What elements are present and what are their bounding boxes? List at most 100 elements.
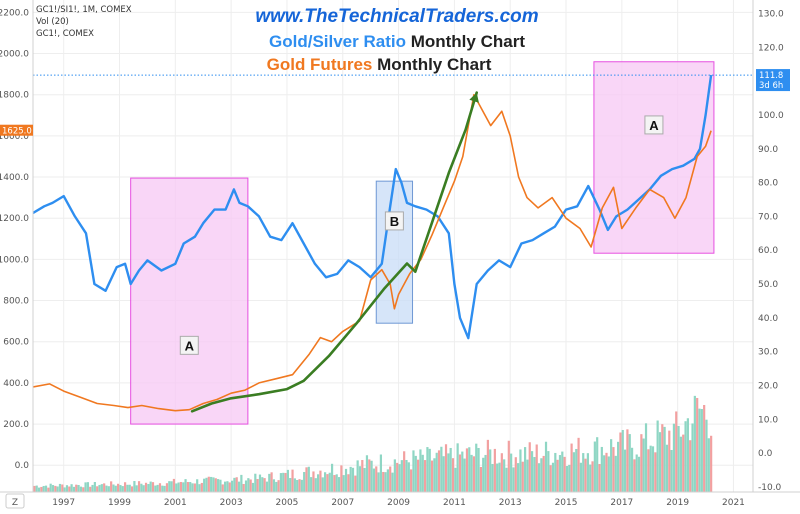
volume-bar (363, 467, 366, 492)
volume-bar (172, 478, 176, 492)
volume-bar (249, 479, 252, 492)
volume-bar (163, 485, 166, 492)
volume-bar (393, 459, 396, 492)
volume-bar (412, 450, 415, 492)
ratio-price-value: 111.8 (759, 71, 783, 81)
volume-bar (528, 442, 531, 492)
ratio-countdown: 3d 6h (759, 81, 783, 91)
box-label-bg (384, 211, 404, 231)
volume-bar (654, 452, 657, 492)
volume-bar (307, 466, 310, 492)
x-tick-label: 2007 (331, 498, 354, 508)
corner-button[interactable] (5, 493, 25, 509)
volume-bar (237, 481, 241, 492)
title-1-rest: Monthly Chart (406, 32, 525, 51)
right-tick-label: 80.0 (758, 179, 778, 189)
volume-bar (158, 483, 162, 492)
title-line-1: Gold/Silver Ratio Monthly Chart (269, 32, 525, 51)
volume-bar (533, 457, 536, 492)
volume-bar (165, 483, 169, 492)
volume-bar (337, 477, 341, 492)
volume-bar (575, 448, 578, 492)
box-label: A (649, 118, 659, 133)
volume-bar (177, 482, 180, 492)
volume-bar (58, 483, 62, 492)
volume-bar (686, 418, 689, 492)
volume-bar (426, 447, 429, 492)
volume-bar (684, 421, 687, 492)
volume-bar (698, 408, 701, 492)
volume-bar (377, 472, 380, 492)
volume-bar (110, 481, 113, 492)
volume-bar (205, 477, 208, 492)
volume-bars (33, 395, 713, 492)
volume-bar (507, 440, 510, 492)
volume-bar (351, 467, 355, 492)
x-tick-label: 1999 (108, 498, 131, 508)
left-tick-label: 1800.0 (0, 91, 29, 101)
volume-bar (398, 464, 401, 492)
volume-bar (423, 460, 427, 492)
volume-bar (347, 474, 350, 492)
volume-bar (589, 464, 592, 492)
x-tick-label: 2019 (666, 498, 689, 508)
volume-bar (254, 473, 257, 492)
ratio-series-line (33, 74, 713, 340)
symbol2-line: GC1!, COMEX (36, 29, 94, 39)
right-tick-label: 60.0 (758, 246, 778, 256)
volume-bar (198, 484, 201, 492)
volume-bar (244, 480, 248, 492)
volume-bar (77, 484, 80, 492)
volume-bar (582, 453, 585, 492)
volume-bar (54, 485, 57, 492)
volume-bar (330, 463, 334, 492)
volume-bar (619, 432, 622, 492)
volume-bar (442, 456, 445, 492)
volume-bar (623, 449, 627, 492)
volume-bar (268, 473, 271, 492)
x-tick-label: 2021 (722, 498, 745, 508)
volume-bar (240, 474, 243, 492)
title-2-rest: Monthly Chart (372, 55, 491, 74)
volume-bar (542, 455, 545, 492)
volume-bar (193, 483, 196, 492)
volume-bar (291, 469, 294, 492)
volume-bar (389, 466, 392, 492)
volume-bar (419, 449, 422, 492)
volume-bar (333, 475, 336, 492)
volume-bar (612, 447, 615, 492)
volume-bar (349, 466, 352, 492)
volume-bar (282, 472, 285, 492)
box-label: A (185, 338, 195, 353)
volume-bar (356, 460, 359, 492)
volume-bar (526, 459, 529, 492)
volume-bar (321, 477, 324, 492)
left-tick-label: 0.0 (15, 461, 30, 471)
volume-bar (679, 436, 683, 492)
volume-bar (149, 481, 152, 492)
volume-bar (168, 481, 171, 492)
x-tick-label: 2005 (276, 498, 299, 508)
volume-bar (635, 454, 638, 492)
gold-price-value: 1625.0 (2, 127, 32, 137)
volume-bar (547, 451, 550, 492)
left-tick-label: 600.0 (3, 338, 29, 348)
volume-bar (642, 438, 645, 492)
left-tick-label: 800.0 (3, 297, 29, 307)
volume-bar (617, 441, 620, 492)
volume-bar (572, 452, 576, 492)
volume-bar (468, 447, 471, 492)
volume-bar (400, 460, 403, 492)
volume-bar (84, 482, 87, 492)
volume-bar (382, 471, 385, 492)
right-tick-label: -10.0 (758, 483, 782, 493)
volume-bar (217, 479, 220, 492)
volume-bar (665, 444, 669, 492)
volume-bar (540, 458, 543, 492)
volume-bar (386, 469, 389, 492)
volume-bar (477, 447, 480, 492)
volume-bar (200, 482, 203, 492)
volume-bar (633, 459, 636, 492)
volume-bar (463, 458, 466, 492)
